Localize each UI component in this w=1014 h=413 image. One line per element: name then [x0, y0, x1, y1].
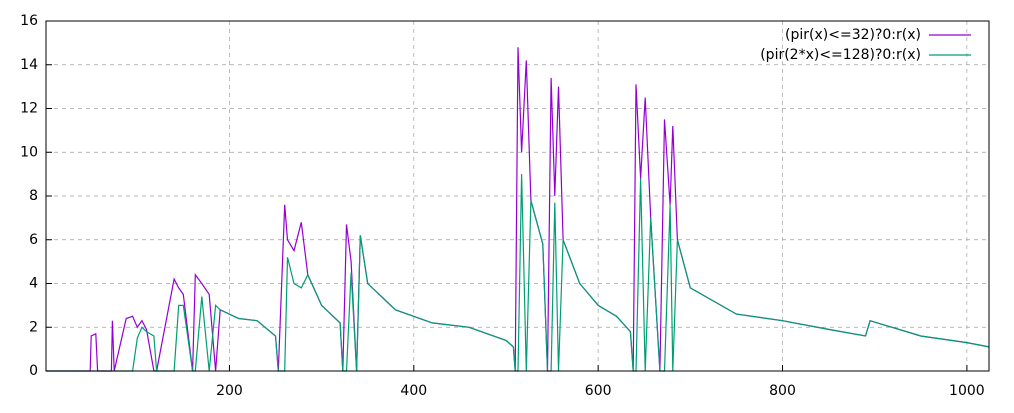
plot-border [45, 20, 990, 372]
series-line [46, 174, 990, 372]
x-tick-label: 400 [400, 383, 427, 399]
series-line [46, 47, 990, 372]
y-tick-label: 2 [29, 319, 38, 335]
y-tick-label: 10 [20, 144, 38, 160]
y-tick-label: 8 [29, 188, 38, 204]
legend-label: (pir(x)<=32)?0:r(x) [785, 27, 921, 43]
y-tick-label: 4 [29, 276, 38, 292]
y-tick-label: 14 [20, 57, 38, 73]
x-tick-label: 1000 [949, 383, 985, 399]
x-tick-label: 200 [216, 383, 243, 399]
y-tick-label: 6 [29, 232, 38, 248]
y-tick-label: 0 [29, 363, 38, 379]
y-tick-label: 16 [20, 13, 38, 29]
x-tick-label: 800 [769, 383, 796, 399]
legend-label: (pir(2*x)<=128)?0:r(x) [760, 47, 921, 63]
y-tick-label: 12 [20, 101, 38, 117]
x-tick-label: 600 [585, 383, 612, 399]
